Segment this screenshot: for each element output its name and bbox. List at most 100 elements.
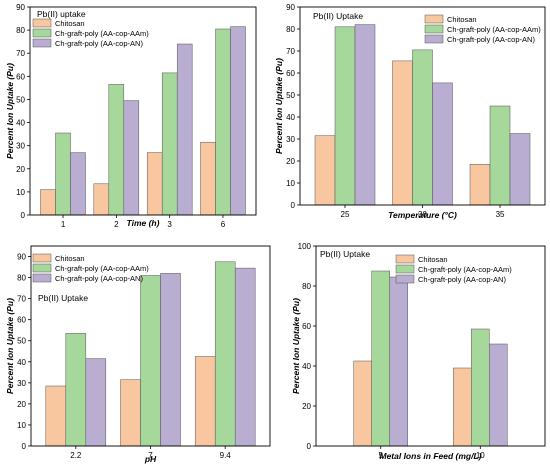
x-axis-label: Temperature (°C) <box>388 210 457 220</box>
bar <box>214 261 236 447</box>
chart-panel-1: 0 10 20 30 40 50 60 70 80 90 1 2 3 6 Time (h) Percent I… <box>5 3 257 229</box>
y-tick-label: 30 <box>16 142 25 151</box>
legend-label: Ch-graft-poly (AA-cop-AN) <box>418 275 506 284</box>
bar <box>93 183 110 216</box>
legend-label: Ch-graft-poly (AA-cop-AN) <box>55 39 143 48</box>
y-tick-label: 10 <box>17 421 26 430</box>
y-tick-label: 20 <box>16 165 25 174</box>
bar <box>146 152 163 216</box>
legend-swatch <box>32 273 52 283</box>
bar <box>194 356 216 447</box>
x-tick-label: 2.2 <box>70 451 82 460</box>
legend-swatch <box>32 38 52 48</box>
y-tick-label: 70 <box>16 49 25 58</box>
bar <box>353 360 372 447</box>
bar <box>334 26 356 206</box>
y-axis-label: Percent Ion Uptake (Pu) <box>274 58 284 154</box>
bar <box>412 49 433 206</box>
legend-swatch <box>424 24 444 34</box>
legend-label: Chitosan <box>55 19 85 28</box>
bar <box>489 343 508 447</box>
bar <box>453 367 472 447</box>
y-tick-label: 60 <box>286 69 295 78</box>
bar <box>489 105 511 206</box>
legend-swatch <box>395 274 415 284</box>
x-tick-label: 35 <box>496 210 505 219</box>
y-tick-label: 50 <box>17 337 26 346</box>
bar <box>230 26 246 216</box>
y-tick-label: 90 <box>286 3 295 12</box>
plot-frame <box>315 245 546 447</box>
bar <box>70 152 86 216</box>
y-tick-label: 40 <box>286 113 295 122</box>
y-tick-label: 10 <box>16 188 25 197</box>
bar <box>140 275 161 447</box>
y-tick-label: 0 <box>307 442 312 451</box>
y-tick-label: 20 <box>302 402 311 411</box>
bar <box>314 135 336 206</box>
legend-swatch <box>424 34 444 44</box>
bar <box>200 141 216 216</box>
bar <box>389 276 408 447</box>
x-tick-label: 7 <box>148 451 153 460</box>
legend-label: Ch-graft-poly (AA-cop-AN) <box>55 274 143 283</box>
chart-title: Pb(II) Uptake <box>313 11 363 21</box>
legend-label: Ch-graft-poly (AA-cop-AAm) <box>447 25 541 34</box>
bar <box>160 273 181 447</box>
x-tick-label: 1 <box>61 220 66 229</box>
legend-swatch <box>395 254 415 264</box>
y-axis-label: Percent Ion Uptake (Pu) <box>5 298 15 394</box>
y-tick-label: 10 <box>286 179 295 188</box>
x-tick-label: 6 <box>221 220 226 229</box>
plot-frame <box>29 6 257 216</box>
y-tick-label: 40 <box>16 119 25 128</box>
y-tick-label: 80 <box>302 282 311 291</box>
bar <box>392 60 413 206</box>
y-tick-label: 90 <box>17 253 26 262</box>
chart-title: Pb(II) Uptake <box>320 249 370 259</box>
y-tick-label: 40 <box>17 358 26 367</box>
y-tick-label: 30 <box>286 135 295 144</box>
chart-panel-3: 0 10 20 30 40 50 60 70 80 90 2.2 7 9.4 pH Percent Ion … <box>5 245 271 464</box>
x-tick-label: 9.4 <box>220 451 232 460</box>
x-axis-label: Metal Ions in Feed (mg/L) <box>379 451 481 461</box>
bar <box>354 24 376 206</box>
legend-label: Ch-graft-poly (AA-cop-AN) <box>447 35 535 44</box>
y-tick-label: 50 <box>286 91 295 100</box>
y-tick-label: 80 <box>17 274 26 283</box>
y-tick-label: 40 <box>302 362 311 371</box>
x-tick-label: 2 <box>114 220 119 229</box>
chart-panel-2: 0 10 20 30 40 50 60 70 80 90 25 30 35 Temperature (°C… <box>274 3 546 220</box>
legend-swatch <box>32 253 52 263</box>
y-tick-label: 20 <box>286 157 295 166</box>
legend-swatch <box>395 264 415 274</box>
bar <box>40 189 56 216</box>
bar <box>432 82 453 206</box>
y-tick-label: 100 <box>298 242 312 251</box>
legend-swatch <box>32 28 52 38</box>
chart-title: Pb(II) Uptake <box>38 293 88 303</box>
bar <box>161 72 178 216</box>
y-tick-label: 0 <box>21 211 26 220</box>
bar <box>176 43 193 216</box>
bar <box>85 358 107 447</box>
x-axis-label: pH <box>144 454 157 464</box>
x-tick-label: 3 <box>167 220 172 229</box>
x-tick-label: 25 <box>341 210 350 219</box>
bar <box>509 133 531 206</box>
y-tick-label: 60 <box>302 322 311 331</box>
y-tick-label: 30 <box>17 379 26 388</box>
y-tick-label: 90 <box>16 3 25 12</box>
y-tick-label: 80 <box>286 25 295 34</box>
y-tick-label: 0 <box>22 442 27 451</box>
x-axis-label: Time (h) <box>127 218 160 228</box>
legend-swatch <box>424 14 444 24</box>
y-axis-label: Percent Ion Uptake (Pu) <box>291 298 301 394</box>
x-tick-label: 30 <box>418 210 427 219</box>
y-tick-label: 50 <box>16 95 25 104</box>
